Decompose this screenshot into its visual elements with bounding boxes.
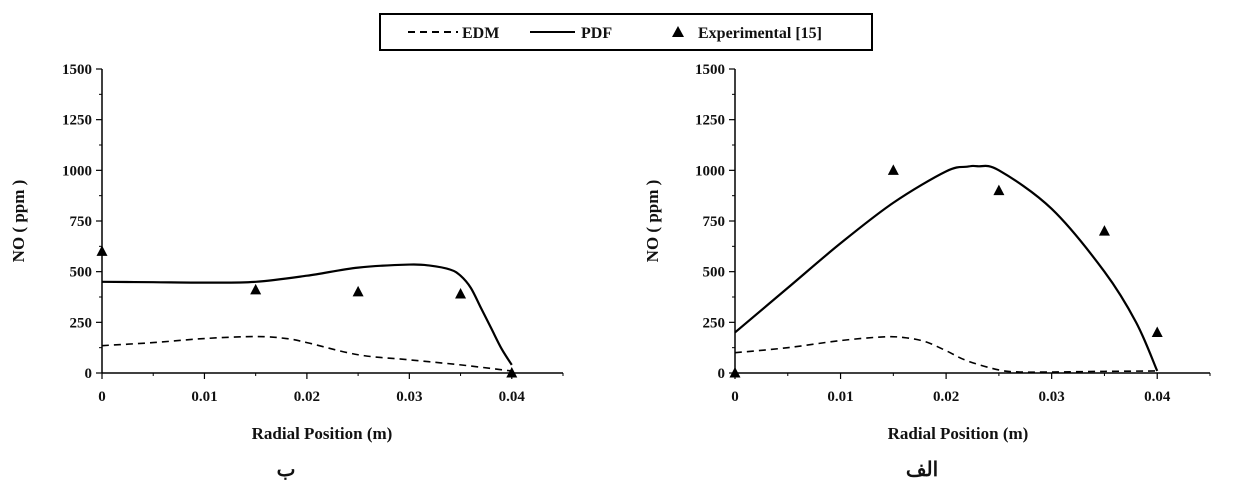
legend-experimental-label: Experimental [15] <box>698 25 822 42</box>
legend-pdf-label: PDF <box>581 25 612 42</box>
left-y-tick-label: 1000 <box>62 163 92 179</box>
left-x-tick-label: 0.03 <box>396 389 422 405</box>
right-experimental-point <box>887 164 899 175</box>
left-y-axis-title: NO ( ppm ) <box>9 180 28 263</box>
right-y-axis-title: NO ( ppm ) <box>643 180 662 263</box>
left-x-tick-label: 0 <box>98 389 106 405</box>
right-y-tick-label: 1250 <box>695 113 725 129</box>
left-x-tick-label: 0.02 <box>294 389 320 405</box>
legend: EDM PDF Experimental [15] <box>379 13 873 51</box>
chart-panel-right: 0 250 500 750 1000 1250 1500 0 0.01 0.02 0.03 0.04 <box>695 62 1211 405</box>
left-experimental-point <box>352 285 364 297</box>
right-x-tick-label: 0.03 <box>1039 389 1065 405</box>
left-pdf-line <box>101 263 513 366</box>
left-y-tick-label: 250 <box>70 315 93 331</box>
right-experimental-point <box>729 367 741 378</box>
right-experimental-point <box>1151 326 1163 337</box>
left-y-tick-label: 750 <box>70 214 93 230</box>
right-experimental-point <box>993 184 1005 196</box>
left-x-axis-title: Radial Position (m) <box>252 424 393 443</box>
right-y-tick-label: 0 <box>718 366 726 382</box>
legend-experimental-marker <box>672 26 684 37</box>
right-x-tick-label: 0.04 <box>1144 389 1171 405</box>
right-panel-label: الف <box>906 459 938 481</box>
left-experimental-point <box>455 287 467 299</box>
right-x-axis-title: Radial Position (m) <box>888 424 1029 443</box>
chart-panel-left: 0 250 500 750 1000 1250 1500 0 0.01 0.02 0.03 0.04 <box>62 62 564 405</box>
right-y-tick-label: 1000 <box>695 163 725 179</box>
left-x-tick-label: 0.04 <box>499 389 526 405</box>
left-panel-label: ب <box>277 459 296 481</box>
legend-box <box>379 13 873 51</box>
right-x-tick-label: 0.02 <box>933 389 959 405</box>
right-x-tick-label: 0.01 <box>827 389 853 405</box>
left-experimental-point <box>96 245 108 256</box>
left-experimental-point <box>506 367 518 378</box>
legend-edm-label: EDM <box>462 25 499 42</box>
left-y-tick-label: 500 <box>70 265 93 281</box>
left-x-tick-label: 0.01 <box>191 389 217 405</box>
right-y-tick-label: 250 <box>703 315 726 331</box>
right-pdf-line <box>734 164 1159 372</box>
left-y-tick-label: 1250 <box>62 113 92 129</box>
right-y-tick-label: 750 <box>703 214 726 230</box>
left-edm-line <box>101 335 512 372</box>
right-experimental-point <box>1098 225 1110 236</box>
left-experimental-point <box>250 283 262 295</box>
right-y-tick-label: 500 <box>703 265 726 281</box>
right-x-tick-label: 0 <box>731 389 739 405</box>
left-y-tick-label: 0 <box>85 366 93 382</box>
right-y-tick-label: 1500 <box>695 62 725 78</box>
left-y-tick-label: 1500 <box>62 62 92 78</box>
